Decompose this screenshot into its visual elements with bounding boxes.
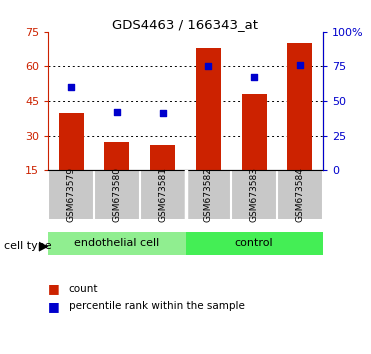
Text: ■: ■ — [48, 282, 60, 295]
Text: GSM673584: GSM673584 — [295, 167, 304, 222]
Point — [114, 109, 120, 115]
Text: ■: ■ — [48, 300, 60, 313]
Point — [206, 64, 211, 69]
Bar — [48, 232, 186, 255]
Text: GSM673582: GSM673582 — [204, 167, 213, 222]
Bar — [59, 113, 84, 170]
Text: percentile rank within the sample: percentile rank within the sample — [69, 301, 244, 311]
Bar — [196, 48, 221, 170]
Point — [68, 84, 74, 90]
Point — [160, 110, 165, 116]
Title: GDS4463 / 166343_at: GDS4463 / 166343_at — [112, 18, 259, 31]
Bar — [186, 232, 323, 255]
Bar — [287, 44, 312, 170]
Text: GSM673581: GSM673581 — [158, 167, 167, 222]
Text: ▶: ▶ — [39, 240, 49, 252]
Bar — [242, 94, 267, 170]
Bar — [150, 145, 175, 170]
Text: GSM673580: GSM673580 — [112, 167, 121, 222]
Bar — [104, 142, 129, 170]
Text: count: count — [69, 284, 98, 293]
Text: cell type: cell type — [4, 241, 51, 251]
Text: GSM673583: GSM673583 — [250, 167, 259, 222]
Text: GSM673579: GSM673579 — [67, 167, 76, 222]
Point — [251, 75, 257, 80]
Text: endothelial cell: endothelial cell — [74, 238, 160, 249]
Text: control: control — [235, 238, 273, 249]
Point — [297, 62, 303, 68]
